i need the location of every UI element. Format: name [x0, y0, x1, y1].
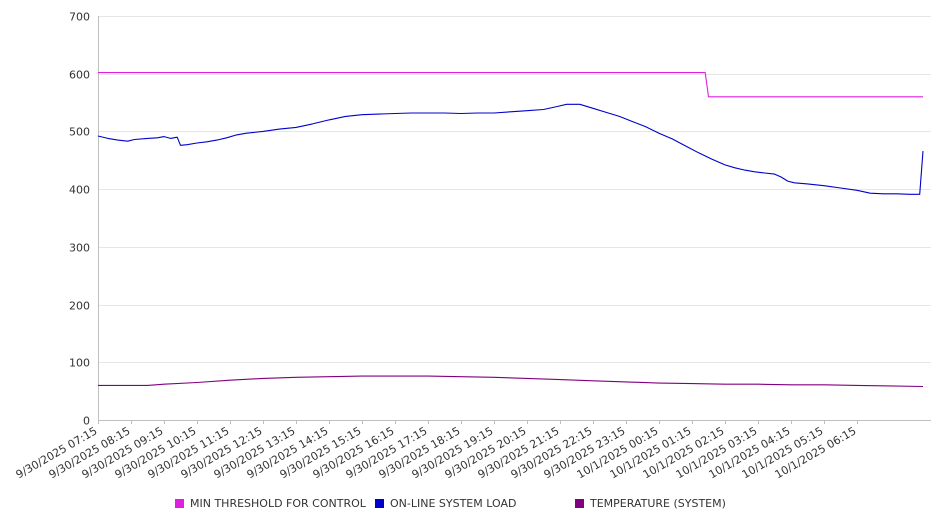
legend-item: ON-LINE SYSTEM LOAD [375, 497, 516, 510]
y-tick-label: 500 [69, 126, 90, 139]
y-tick-label: 300 [69, 242, 90, 255]
y-tick-label: 400 [69, 184, 90, 197]
series-lines [97, 72, 924, 388]
legend-item: TEMPERATURE (SYSTEM) [575, 497, 726, 510]
y-tick-label: 600 [69, 69, 90, 82]
y-tick-label: 700 [69, 11, 90, 24]
y-tick-label: 0 [83, 415, 90, 428]
legend-label: MIN THRESHOLD FOR CONTROL [190, 497, 366, 510]
grid-lines [98, 16, 931, 363]
legend: MIN THRESHOLD FOR CONTROL ON-LINE SYSTEM … [0, 497, 946, 515]
y-tick-label: 100 [69, 357, 90, 370]
series-line-on-line-system-load [97, 103, 924, 195]
y-tick-label: 200 [69, 300, 90, 313]
legend-swatch [375, 499, 384, 508]
series-line-min-threshold-for-control [98, 72, 923, 98]
legend-label: ON-LINE SYSTEM LOAD [390, 497, 517, 510]
legend-swatch [175, 499, 184, 508]
axes [98, 16, 931, 424]
series-line-temperature-system [98, 375, 924, 388]
legend-item: MIN THRESHOLD FOR CONTROL [175, 497, 366, 510]
legend-label: TEMPERATURE (SYSTEM) [590, 497, 726, 510]
legend-swatch [575, 499, 584, 508]
x-tick-labels: 9/30/2025 07:159/30/2025 08:159/30/2025 … [14, 424, 859, 481]
y-tick-labels: 0 100 200 300 400 500 600 700 [69, 11, 90, 428]
